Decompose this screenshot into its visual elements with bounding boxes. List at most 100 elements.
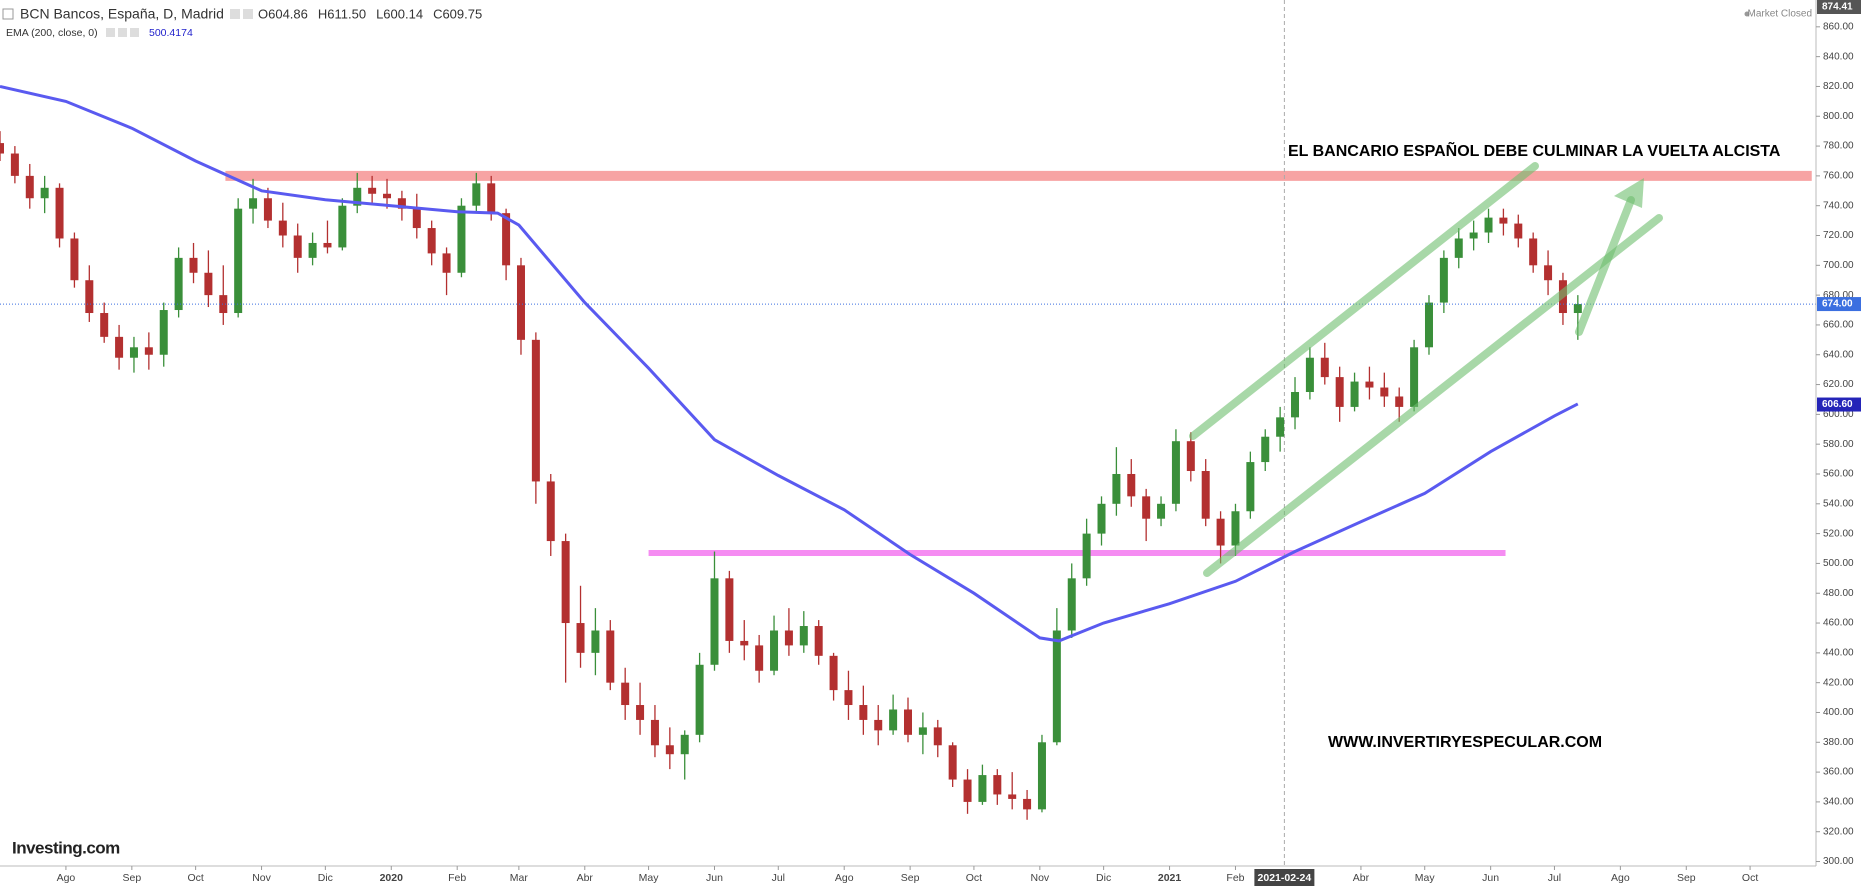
candle-body <box>10 153 19 176</box>
x-tick-label: Oct <box>1742 872 1758 884</box>
candle-body <box>561 541 570 624</box>
symbol-title: BCN Bancos, España, D, Madrid <box>20 6 224 22</box>
candle-body <box>650 719 659 746</box>
icon <box>2 8 14 20</box>
candle-body <box>293 235 302 258</box>
price-marker-box <box>1817 0 1861 14</box>
x-tick-label: Nov <box>1030 872 1049 884</box>
candle-body <box>978 775 987 802</box>
candle-body <box>784 630 793 646</box>
x-tick-label: Abr <box>1353 872 1370 884</box>
candle-body <box>70 238 79 281</box>
arrow-head <box>1614 178 1644 208</box>
candle-body <box>1157 503 1166 519</box>
candle-body <box>1395 396 1404 407</box>
ema-line <box>0 85 1579 643</box>
x-tick-label: Oct <box>966 872 982 884</box>
candle-body <box>25 175 34 199</box>
candle-body <box>323 242 332 248</box>
candle-body <box>263 198 272 221</box>
y-tick-label: 820.00 <box>1823 81 1854 92</box>
candle-body <box>1023 798 1032 810</box>
x-tick-label: 2021 <box>1158 872 1182 884</box>
candle-body <box>368 187 377 194</box>
candle-body <box>1424 302 1433 348</box>
candle-body <box>1335 377 1344 407</box>
y-tick-label: 520.00 <box>1823 528 1854 539</box>
y-tick-label: 660.00 <box>1823 320 1854 331</box>
candle-body <box>963 779 972 802</box>
x-tick-label: Jun <box>706 872 723 884</box>
candle-body <box>1291 392 1300 418</box>
candle-body <box>159 310 168 355</box>
x-tick-label: Sep <box>901 872 920 884</box>
candle-body <box>383 193 392 199</box>
candle-body <box>174 257 183 311</box>
y-tick-label: 600.00 <box>1823 409 1854 420</box>
candle-body <box>1410 347 1419 407</box>
channel-upper <box>1189 162 1539 440</box>
candle-body <box>606 630 615 683</box>
candle-body <box>755 645 764 671</box>
candle-body <box>442 253 451 273</box>
ohlc-legend: O604.86 H611.50 L600.14 C609.75 <box>258 6 482 21</box>
market-status: Market Closed <box>1748 9 1812 20</box>
ohlc-value: O604.86 <box>258 6 308 21</box>
x-tick-label: Jun <box>1482 872 1499 884</box>
x-tick-label: 2020 <box>380 872 404 884</box>
candle-body <box>1082 533 1091 579</box>
y-tick-label: 780.00 <box>1823 141 1854 152</box>
crosshair-label: 2021-02-24 <box>1258 872 1312 884</box>
candle-body <box>531 339 540 482</box>
candle-body <box>1544 265 1553 281</box>
y-tick-label: 360.00 <box>1823 767 1854 778</box>
candle-body <box>591 630 600 653</box>
candle-body <box>621 682 630 706</box>
ohlc-value: C609.75 <box>433 6 482 21</box>
plot-area <box>0 0 1816 866</box>
price-marker-label: 606.60 <box>1822 399 1853 410</box>
x-tick-label: Oct <box>187 872 203 884</box>
annotation-text: EL BANCARIO ESPAÑOL DEBE CULMINAR LA VUE… <box>1288 140 1781 160</box>
y-tick-label: 760.00 <box>1823 171 1854 182</box>
ohlc-value: L600.14 <box>376 6 423 21</box>
y-tick-label: 540.00 <box>1823 498 1854 509</box>
annotation-text: WWW.INVERTIRYESPECULAR.COM <box>1328 734 1602 751</box>
candle-body <box>353 187 362 206</box>
y-tick-label: 800.00 <box>1823 111 1854 122</box>
y-tick-label: 340.00 <box>1823 797 1854 808</box>
candle-body <box>115 336 124 358</box>
logo: Investing.com <box>12 838 120 857</box>
candle-body <box>55 187 64 239</box>
candle-body <box>85 280 94 314</box>
candle-body <box>516 265 525 340</box>
candle-body <box>1261 436 1270 463</box>
crosshair-label-box <box>1254 869 1315 886</box>
candle-body <box>427 228 436 254</box>
candle-body <box>1305 357 1314 393</box>
x-tick-label: Jul <box>1548 872 1561 884</box>
candle-body <box>1067 578 1076 631</box>
candle-body <box>1514 223 1523 239</box>
candle-body <box>1499 217 1508 224</box>
candle-body <box>993 775 1002 795</box>
y-tick-label: 480.00 <box>1823 588 1854 599</box>
candle-body <box>665 745 674 755</box>
candle-body <box>829 655 838 691</box>
candle-body <box>412 208 421 229</box>
y-tick-label: 560.00 <box>1823 469 1854 480</box>
status-dot <box>1744 11 1750 17</box>
x-tick-label: Abr <box>577 872 594 884</box>
y-tick-label: 400.00 <box>1823 707 1854 718</box>
candle-body <box>1201 471 1210 519</box>
candle-body <box>546 481 555 542</box>
candle-body <box>725 578 734 641</box>
candle-body <box>1231 511 1240 546</box>
candle-body <box>680 734 689 755</box>
y-tick-label: 700.00 <box>1823 260 1854 271</box>
candle-body <box>1171 441 1180 504</box>
candle-body <box>144 347 153 355</box>
price-marker-box <box>1817 397 1861 412</box>
candle-body <box>874 719 883 731</box>
candle-body <box>844 690 853 706</box>
